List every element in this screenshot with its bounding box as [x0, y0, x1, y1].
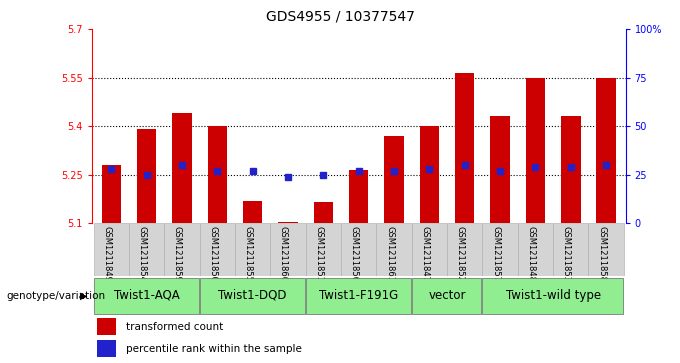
Bar [526, 78, 545, 223]
Bar [455, 73, 475, 223]
Text: Twist1-AQA: Twist1-AQA [114, 289, 180, 302]
Bar [588, 223, 624, 276]
Bar [200, 223, 235, 276]
Bar [306, 223, 341, 276]
Text: GSM1211861: GSM1211861 [385, 226, 394, 282]
Text: transformed count: transformed count [126, 322, 224, 332]
Bar [271, 223, 306, 276]
Text: GSM1211849: GSM1211849 [102, 226, 112, 282]
Bar [420, 126, 439, 223]
Bar [278, 222, 298, 223]
Text: GSM1211853: GSM1211853 [562, 226, 571, 282]
Text: GSM1211852: GSM1211852 [456, 226, 464, 282]
Text: GSM1211850: GSM1211850 [208, 226, 218, 282]
Text: GSM1211847: GSM1211847 [420, 226, 429, 282]
Text: GSM1211848: GSM1211848 [526, 226, 535, 282]
Bar [553, 223, 588, 276]
Text: GSM1211855: GSM1211855 [243, 226, 253, 282]
Text: ▶: ▶ [80, 291, 87, 301]
Text: GSM1211851: GSM1211851 [314, 226, 324, 282]
Text: GDS4955 / 10377547: GDS4955 / 10377547 [266, 9, 414, 23]
Bar [596, 78, 616, 223]
Text: GSM1211858: GSM1211858 [597, 226, 606, 282]
Text: GSM1211854: GSM1211854 [137, 226, 147, 282]
Bar [384, 136, 404, 223]
Bar [129, 223, 165, 276]
Bar [243, 201, 262, 223]
Bar [97, 318, 116, 335]
Bar [341, 223, 376, 276]
Text: Twist1-DQD: Twist1-DQD [218, 289, 287, 302]
Text: GSM1211859: GSM1211859 [173, 226, 182, 282]
Bar [482, 223, 517, 276]
Bar [94, 278, 199, 314]
Bar [376, 223, 411, 276]
Text: vector: vector [428, 289, 466, 302]
Bar [172, 113, 192, 223]
Bar [447, 223, 482, 276]
Bar [97, 340, 116, 357]
Text: Twist1-F191G: Twist1-F191G [319, 289, 398, 302]
Bar [94, 223, 129, 276]
Bar [411, 223, 447, 276]
Bar [517, 223, 553, 276]
Bar [313, 202, 333, 223]
Bar [411, 278, 481, 314]
Bar [165, 223, 200, 276]
Bar [235, 223, 271, 276]
Bar [200, 278, 305, 314]
Bar [137, 129, 156, 223]
Text: GSM1211857: GSM1211857 [491, 226, 500, 282]
Text: genotype/variation: genotype/variation [7, 291, 106, 301]
Bar [207, 126, 227, 223]
Bar [306, 278, 411, 314]
Text: GSM1211860: GSM1211860 [279, 226, 288, 282]
Bar [482, 278, 623, 314]
Text: GSM1211856: GSM1211856 [350, 226, 358, 282]
Bar [561, 117, 581, 223]
Bar [490, 117, 510, 223]
Text: Twist1-wild type: Twist1-wild type [505, 289, 600, 302]
Bar [101, 165, 121, 223]
Bar [349, 170, 369, 223]
Text: percentile rank within the sample: percentile rank within the sample [126, 344, 303, 354]
